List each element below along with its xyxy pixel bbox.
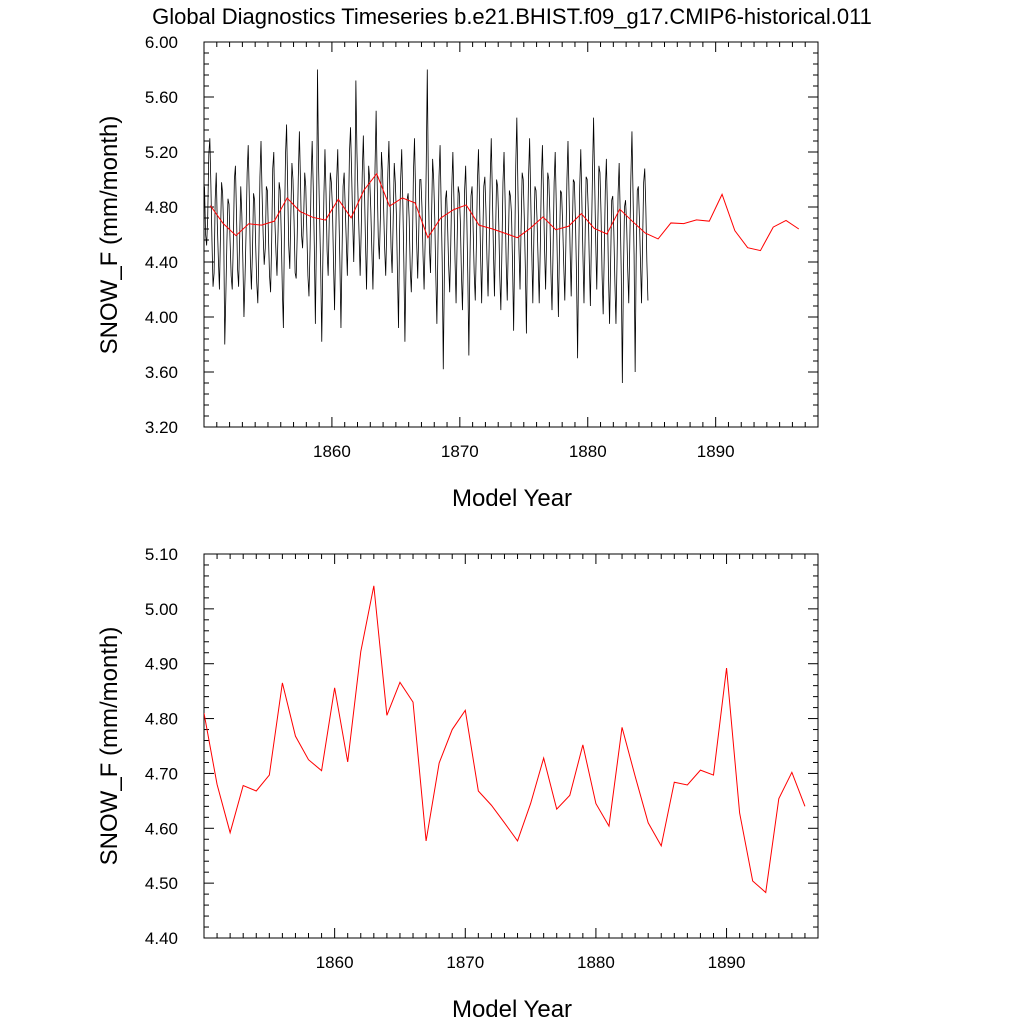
top-y-tick-label: 4.40	[145, 253, 178, 272]
bottom-y-tick-label: 5.00	[145, 600, 178, 619]
top-y-tick-label: 4.80	[145, 198, 178, 217]
top-panel: SNOW_F (mm/month) Model Year 1860 1870 188…	[96, 33, 819, 512]
top-y-tick-label: 3.60	[145, 363, 178, 382]
top-y-axis-label: SNOW_F (mm/month)	[96, 116, 123, 355]
top-plot-frame	[203, 41, 819, 428]
top-x-tick-label: 1890	[697, 442, 735, 461]
top-x-tick-label: 1860	[313, 442, 351, 461]
bottom-x-tick-label: 1880	[577, 953, 615, 972]
top-monthly-series-line	[204, 69, 649, 384]
bottom-y-tick-label: 4.70	[145, 764, 178, 783]
top-annual-mean-series-line	[209, 172, 800, 252]
top-y-tick-label: 5.20	[145, 143, 178, 162]
bottom-y-axis-label: SNOW_F (mm/month)	[96, 627, 123, 866]
bottom-y-tick-label: 5.10	[145, 545, 178, 564]
top-x-tick-label: 1870	[441, 442, 479, 461]
bottom-x-tick-label: 1890	[708, 953, 746, 972]
bottom-x-axis-label: Model Year	[452, 996, 572, 1023]
top-y-tick-label: 6.00	[145, 33, 178, 52]
bottom-y-tick-label: 4.60	[145, 819, 178, 838]
bottom-x-tick-label: 1860	[316, 953, 354, 972]
top-x-axis-label: Model Year	[452, 485, 572, 512]
bottom-annual-mean-series-line	[204, 585, 806, 894]
bottom-plot-frame	[203, 553, 819, 939]
top-y-tick-label: 4.00	[145, 308, 178, 327]
top-y-tick-label: 3.20	[145, 418, 178, 437]
top-x-tick-label: 1880	[569, 442, 607, 461]
bottom-y-tick-label: 4.40	[145, 929, 178, 948]
bottom-y-tick-label: 4.80	[145, 710, 178, 729]
top-y-tick-label: 5.60	[145, 88, 178, 107]
bottom-y-tick-label: 4.90	[145, 655, 178, 674]
bottom-panel: SNOW_F (mm/month) Model Year 1860 1870 188…	[96, 545, 819, 1023]
bottom-x-tick-label: 1870	[446, 953, 484, 972]
figure-title: Global Diagnostics Timeseries b.e21.BHIS…	[152, 4, 872, 29]
bottom-y-tick-label: 4.50	[145, 874, 178, 893]
